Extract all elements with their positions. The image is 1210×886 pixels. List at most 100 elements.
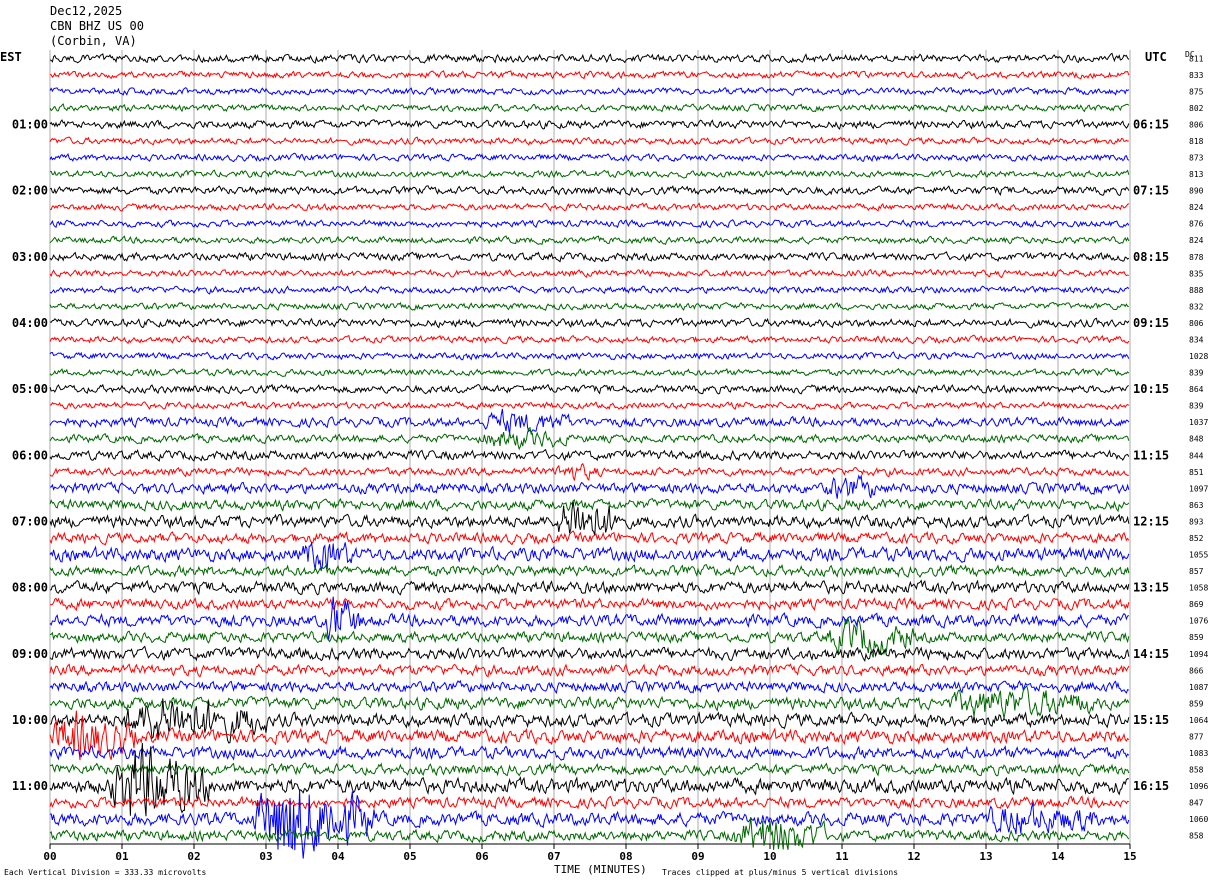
dc-offset-label: 1060: [1189, 815, 1208, 824]
trace-row-15: [49, 301, 1129, 311]
header-date: Dec12,2025: [50, 4, 123, 18]
left-time-label: 09:00: [12, 647, 48, 661]
header-location: (Corbin, VA): [50, 34, 137, 48]
trace-row-33: [49, 597, 1130, 612]
dc-offset-label: 878: [1189, 253, 1204, 262]
trace-row-37: [49, 663, 1130, 678]
trace-row-23: [49, 426, 1130, 451]
dc-offset-label: 1083: [1189, 749, 1208, 758]
left-time-label: 08:00: [12, 581, 48, 595]
trace-row-32: [49, 579, 1130, 596]
dc-offset-label: 847: [1189, 799, 1204, 808]
trace-row-4: [49, 119, 1130, 130]
x-tick-labels: 00 01 02 03 04 05 06 07 08 09 10 11 12 13 14 15: [43, 850, 1136, 863]
trace-row-45: [49, 795, 1129, 810]
dc-offset-label: 1096: [1189, 782, 1208, 791]
trace-row-7: [49, 169, 1130, 179]
left-time-label: 04:00: [12, 316, 48, 330]
left-time-label: 01:00: [12, 117, 48, 131]
trace-row-27: [49, 497, 1130, 513]
clip-note: Traces clipped at plus/minus 5 vertical …: [662, 868, 899, 877]
trace-row-24: [49, 448, 1130, 462]
x-tick-label: 03: [259, 850, 272, 863]
trace-row-35: [49, 617, 1130, 658]
right-time-label: 12:15: [1133, 514, 1169, 528]
trace-row-19: [49, 368, 1130, 378]
trace-row-40: [49, 698, 1130, 744]
trace-row-21: [49, 400, 1130, 411]
dc-offset-label: 1064: [1189, 716, 1208, 725]
right-time-label: 13:15: [1133, 581, 1169, 595]
dc-offset-label: 863: [1189, 501, 1204, 510]
x-tick-label: 09: [691, 850, 704, 863]
dc-offset-label: 857: [1189, 567, 1204, 576]
left-time-label: 05:00: [12, 382, 48, 396]
dc-offset-label: 832: [1189, 302, 1204, 311]
trace-row-31: [49, 563, 1130, 578]
trace-row-36: [49, 645, 1130, 662]
dc-offset-label: 876: [1189, 220, 1204, 229]
right-time-label: 07:15: [1133, 184, 1169, 198]
dc-offset-label: 802: [1189, 104, 1204, 113]
dc-offset-label: 806: [1189, 319, 1204, 328]
dc-offset-label: 866: [1189, 666, 1204, 675]
dc-offset-label: 859: [1189, 633, 1204, 642]
dc-offset-label: 813: [1189, 170, 1204, 179]
x-tick-label: 08: [619, 850, 632, 863]
dc-offset-label: 824: [1189, 236, 1204, 245]
trace-row-8: [49, 185, 1130, 196]
dc-offset-label: 839: [1189, 369, 1204, 378]
x-tick-label: 07: [547, 850, 560, 863]
left-time-label: 06:00: [12, 448, 48, 462]
dc-column-label: DC: [1185, 50, 1195, 59]
dc-offset-label: 1058: [1189, 584, 1208, 593]
trace-row-22: [49, 408, 1130, 435]
dc-offset-label: 858: [1189, 832, 1204, 841]
seismic-traces: [49, 52, 1130, 859]
right-time-labels: 06:15 07:15 08:15 09:15 10:15 11:15 12:15 13:15…: [1133, 117, 1169, 793]
dc-offset-label: 839: [1189, 402, 1204, 411]
x-tick-label: 15: [1123, 850, 1136, 863]
x-tick-label: 11: [835, 850, 849, 863]
trace-row-28: [49, 501, 1130, 536]
trace-row-14: [49, 285, 1130, 295]
left-time-label: 10:00: [12, 713, 48, 727]
x-tick-label: 02: [187, 850, 200, 863]
trace-row-26: [50, 474, 1130, 499]
dc-offset-label: 844: [1189, 451, 1204, 460]
trace-row-6: [49, 152, 1130, 163]
dc-offset-label: 890: [1189, 187, 1204, 196]
dc-offset-label: 1094: [1189, 650, 1208, 659]
trace-row-25: [49, 462, 1129, 481]
dc-offset-label: 834: [1189, 335, 1204, 344]
x-tick-label: 06: [475, 850, 489, 863]
dc-offset-label: 818: [1189, 137, 1204, 146]
trace-row-9: [49, 202, 1130, 212]
trace-row-42: [49, 744, 1130, 761]
dc-offset-label: 1028: [1189, 352, 1208, 361]
trace-row-44: [49, 743, 1129, 817]
x-tick-label: 12: [907, 850, 920, 863]
trace-row-29: [49, 530, 1130, 546]
trace-row-41: [49, 710, 1130, 761]
dc-offset-label: 875: [1189, 87, 1204, 96]
trace-row-2: [49, 86, 1130, 96]
dc-offset-label: 1097: [1189, 484, 1208, 493]
dc-offset-label: 1087: [1189, 683, 1208, 692]
right-time-label: 16:15: [1133, 779, 1169, 793]
x-tick-label: 00: [43, 850, 56, 863]
trace-row-11: [49, 235, 1130, 246]
right-time-label: 15:15: [1133, 713, 1169, 727]
right-time-label: 10:15: [1133, 382, 1169, 396]
right-time-label: 08:15: [1133, 250, 1169, 264]
dc-offset-label: 1055: [1189, 551, 1208, 560]
right-time-label: 06:15: [1133, 117, 1169, 131]
x-tick-label: 13: [979, 850, 992, 863]
scale-note: Each Vertical Division = 333.33 microvol…: [4, 868, 207, 877]
trace-row-18: [49, 351, 1130, 361]
trace-row-43: [49, 762, 1130, 777]
dc-offset-label: 851: [1189, 468, 1204, 477]
trace-row-5: [49, 136, 1129, 146]
utc-axis-label: UTC: [1145, 50, 1167, 64]
